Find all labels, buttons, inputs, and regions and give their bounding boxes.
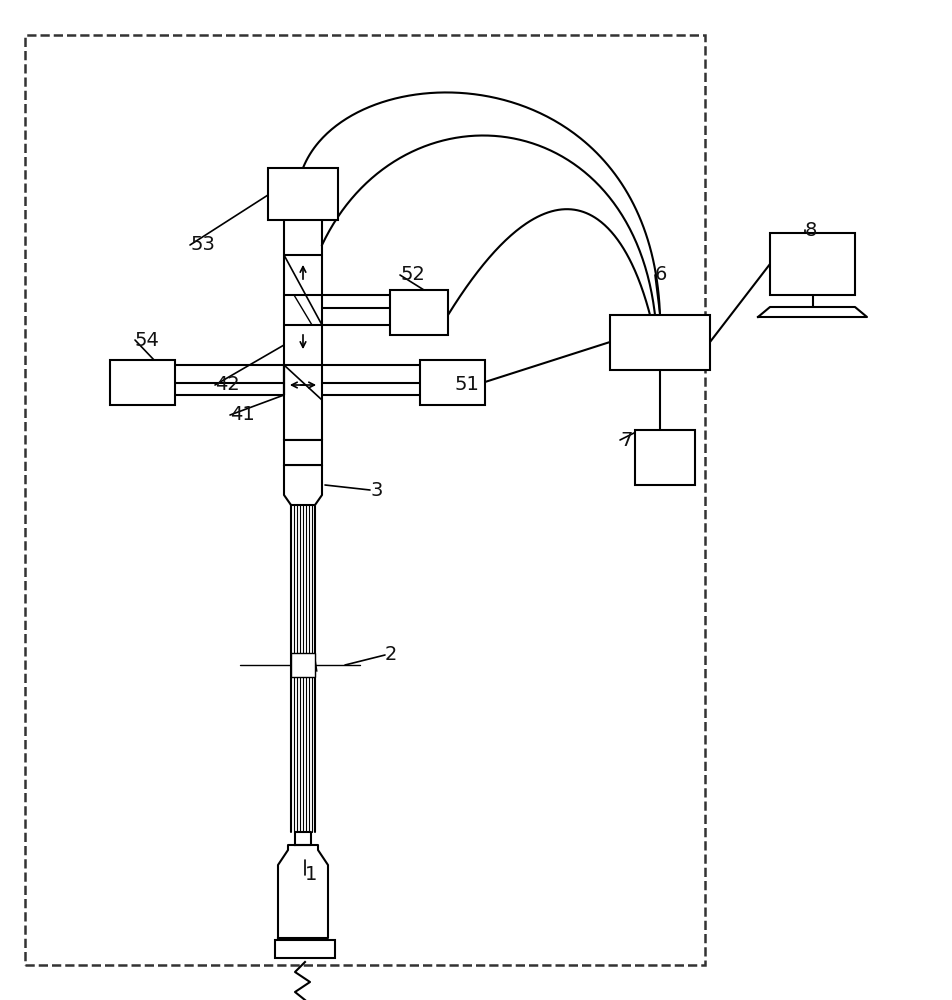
Polygon shape <box>278 845 327 938</box>
Polygon shape <box>757 307 866 317</box>
Bar <box>268 168 338 220</box>
Bar <box>109 360 175 405</box>
Text: 2: 2 <box>385 646 397 664</box>
Text: 1: 1 <box>305 865 317 884</box>
Text: 42: 42 <box>215 375 240 394</box>
Text: 7: 7 <box>620 430 632 450</box>
Bar <box>609 315 709 370</box>
Bar <box>389 290 447 335</box>
Text: 51: 51 <box>454 375 480 394</box>
Text: 54: 54 <box>135 330 160 350</box>
Text: 41: 41 <box>229 406 254 424</box>
Bar <box>290 653 315 677</box>
Bar <box>275 940 335 958</box>
Bar <box>420 360 485 405</box>
Polygon shape <box>284 465 322 505</box>
Text: 52: 52 <box>400 265 425 284</box>
Bar <box>769 233 854 295</box>
Text: 6: 6 <box>654 265 666 284</box>
Bar <box>634 430 694 485</box>
Text: 53: 53 <box>189 235 214 254</box>
Bar <box>25 35 704 965</box>
Bar <box>284 440 322 465</box>
Text: 8: 8 <box>804 221 817 239</box>
Text: 3: 3 <box>369 481 382 500</box>
